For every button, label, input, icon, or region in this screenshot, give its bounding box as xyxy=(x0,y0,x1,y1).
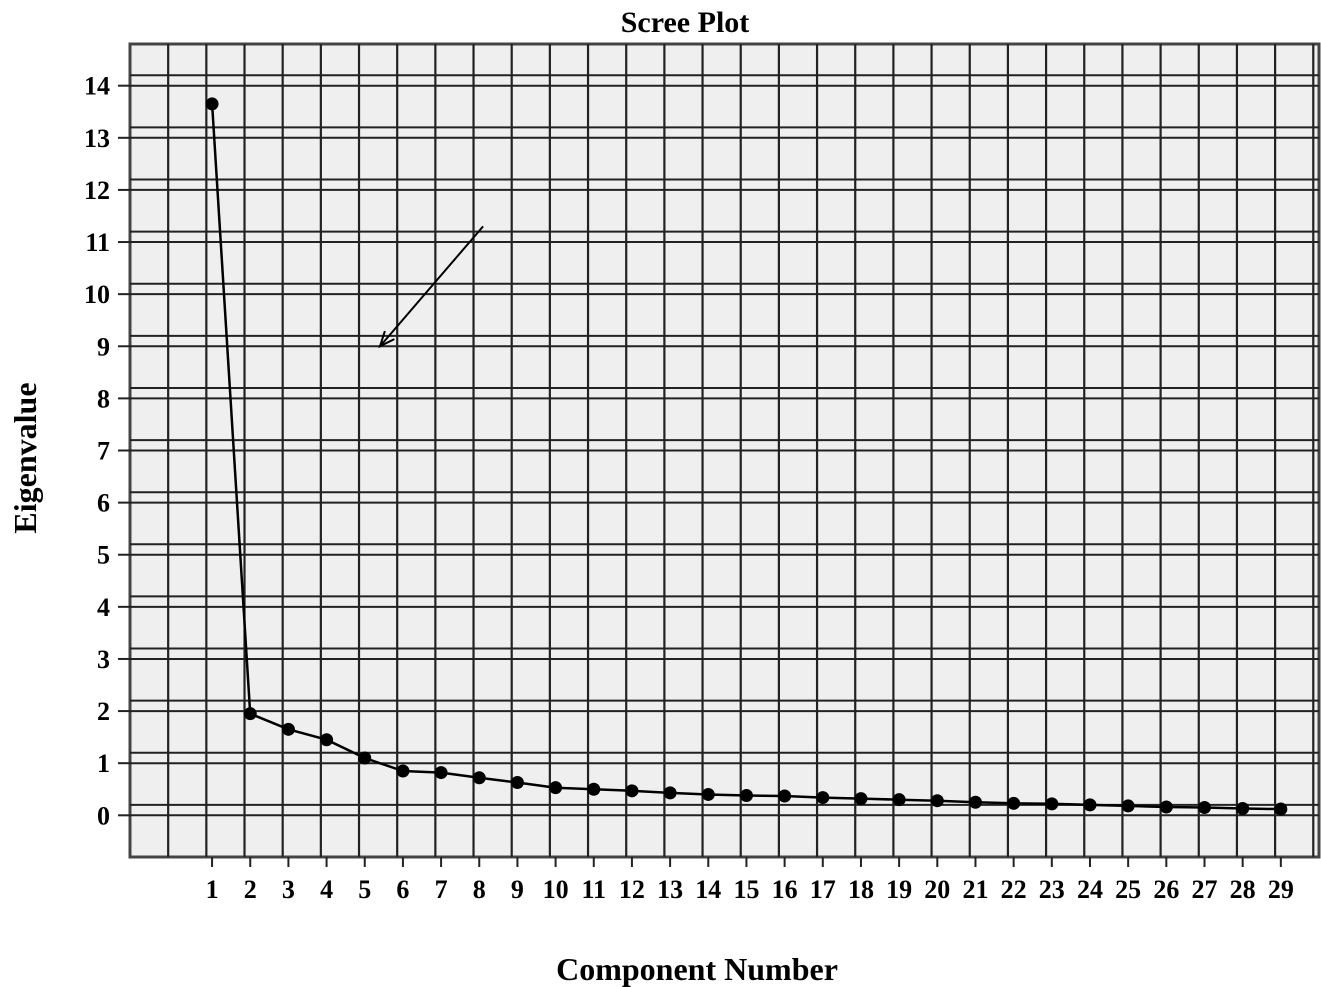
y-tick-label: 2 xyxy=(97,697,110,726)
data-point xyxy=(434,766,448,780)
x-tick-label: 19 xyxy=(886,875,912,904)
x-tick-label: 27 xyxy=(1191,875,1217,904)
data-point xyxy=(701,787,715,801)
y-tick-label: 12 xyxy=(84,176,110,205)
y-tick-label: 3 xyxy=(97,645,110,674)
x-tick-label: 1 xyxy=(206,875,219,904)
x-tick-label: 26 xyxy=(1153,875,1179,904)
x-tick-label: 2 xyxy=(244,875,257,904)
data-point xyxy=(281,722,295,736)
y-tick-label: 9 xyxy=(97,332,110,361)
x-tick-label: 8 xyxy=(473,875,486,904)
data-point xyxy=(1197,800,1211,814)
x-tick-label: 16 xyxy=(772,875,798,904)
x-tick-label: 11 xyxy=(581,875,606,904)
data-point xyxy=(1274,802,1288,816)
data-point xyxy=(968,795,982,809)
data-point xyxy=(472,771,486,785)
data-point xyxy=(739,789,753,803)
x-tick-label: 7 xyxy=(435,875,448,904)
x-tick-label: 23 xyxy=(1039,875,1065,904)
data-point xyxy=(892,793,906,807)
x-tick-label: 28 xyxy=(1230,875,1256,904)
y-tick-label: 14 xyxy=(84,72,110,101)
data-point xyxy=(243,707,257,721)
data-point xyxy=(1083,798,1097,812)
data-point xyxy=(396,764,410,778)
y-tick-label: 13 xyxy=(84,124,110,153)
x-tick-label: 15 xyxy=(733,875,759,904)
chart-title: Scree Plot xyxy=(621,6,750,39)
data-point xyxy=(625,784,639,798)
data-point xyxy=(1007,796,1021,810)
gridlines xyxy=(130,44,1319,857)
data-point xyxy=(778,789,792,803)
y-axis-label: Eigenvalue xyxy=(7,382,43,533)
x-tick-label: 25 xyxy=(1115,875,1141,904)
x-tick-label: 3 xyxy=(282,875,295,904)
data-point xyxy=(1236,802,1250,816)
arrow-shaft xyxy=(379,225,484,347)
x-tick-label: 24 xyxy=(1077,875,1103,904)
y-tick-label: 4 xyxy=(97,593,110,622)
data-point xyxy=(930,794,944,808)
y-tick-label: 6 xyxy=(97,489,110,518)
y-tick-label: 7 xyxy=(97,437,110,466)
x-tick-label: 12 xyxy=(619,875,645,904)
x-axis-label: Component Number xyxy=(556,951,838,987)
x-tick-label: 22 xyxy=(1001,875,1027,904)
x-tick-label: 5 xyxy=(358,875,371,904)
x-tick-labels: 1 2 3 4 5 6 7 8 9 10 11 12 13 14 15 16 17 18 19 20 21 22 23 24 2… xyxy=(206,857,1294,904)
y-tick-label: 1 xyxy=(97,749,110,778)
data-point xyxy=(587,782,601,796)
data-points xyxy=(205,97,1288,816)
y-tick-label: 0 xyxy=(97,801,110,830)
x-tick-label: 17 xyxy=(810,875,836,904)
x-tick-label: 29 xyxy=(1268,875,1294,904)
y-tick-label: 10 xyxy=(84,280,110,309)
x-tick-label: 14 xyxy=(695,875,721,904)
data-point xyxy=(549,781,563,795)
x-tick-label: 4 xyxy=(320,875,333,904)
data-point xyxy=(816,791,830,805)
data-point xyxy=(320,733,334,747)
data-point xyxy=(1121,799,1135,813)
y-tick-label: 11 xyxy=(85,228,110,257)
data-point xyxy=(358,751,372,765)
x-tick-label: 6 xyxy=(396,875,409,904)
x-tick-label: 21 xyxy=(962,875,988,904)
arrow-head xyxy=(378,330,395,349)
y-tick-label: 8 xyxy=(97,384,110,413)
x-tick-label: 9 xyxy=(511,875,524,904)
data-point xyxy=(510,775,524,789)
data-point xyxy=(205,97,219,111)
x-tick-label: 18 xyxy=(848,875,874,904)
x-tick-label: 10 xyxy=(543,875,569,904)
y-tick-label: 5 xyxy=(97,541,110,570)
data-point xyxy=(1159,800,1173,814)
data-point xyxy=(1045,797,1059,811)
data-point xyxy=(854,792,868,806)
x-tick-label: 13 xyxy=(657,875,683,904)
x-tick-label: 20 xyxy=(924,875,950,904)
arrow-annotation xyxy=(378,225,484,349)
data-point xyxy=(663,786,677,800)
